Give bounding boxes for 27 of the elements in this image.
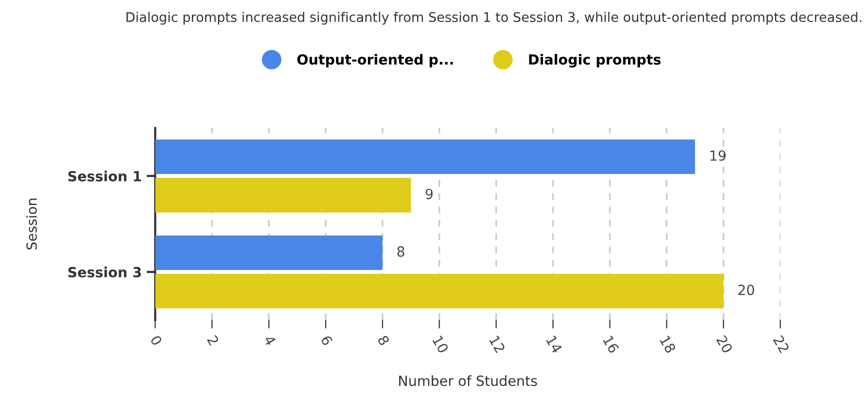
x-axis-title: Number of Students xyxy=(399,375,538,386)
x-tick-label: 4 xyxy=(264,334,276,346)
x-tick-label: 2 xyxy=(207,334,220,346)
x-tick-label: 6 xyxy=(320,334,334,346)
data-label: 20 xyxy=(738,284,754,296)
bar xyxy=(155,235,383,270)
x-tick-label: 8 xyxy=(377,334,390,346)
x-tick-label: 18 xyxy=(660,335,676,354)
x-tick-label: 0 xyxy=(150,334,163,346)
data-label: 19 xyxy=(710,150,726,161)
bar xyxy=(155,178,411,212)
y-tick-label: Session 1 xyxy=(68,170,142,182)
x-tick-label: 10 xyxy=(432,335,449,354)
bar xyxy=(155,140,696,174)
x-tick-label: 20 xyxy=(716,334,734,354)
x-tick-label: 22 xyxy=(773,334,790,354)
y-axis-title: Session xyxy=(26,198,37,250)
bar xyxy=(155,274,724,308)
chart-title: Dialogic prompts increased significantly from Session 1 to Session 3, while output-oriented prompts decreased. xyxy=(126,12,862,25)
data-label: 9 xyxy=(426,188,433,200)
legend-label: Dialogic prompts xyxy=(529,54,661,68)
legend-label: Output-oriented p... xyxy=(297,54,453,68)
x-tick-label: 12 xyxy=(489,335,506,354)
data-label: 8 xyxy=(397,246,404,257)
x-tick-label: 14 xyxy=(546,335,562,354)
x-tick-label: 16 xyxy=(602,335,620,354)
y-tick-label: Session 3 xyxy=(68,266,141,278)
